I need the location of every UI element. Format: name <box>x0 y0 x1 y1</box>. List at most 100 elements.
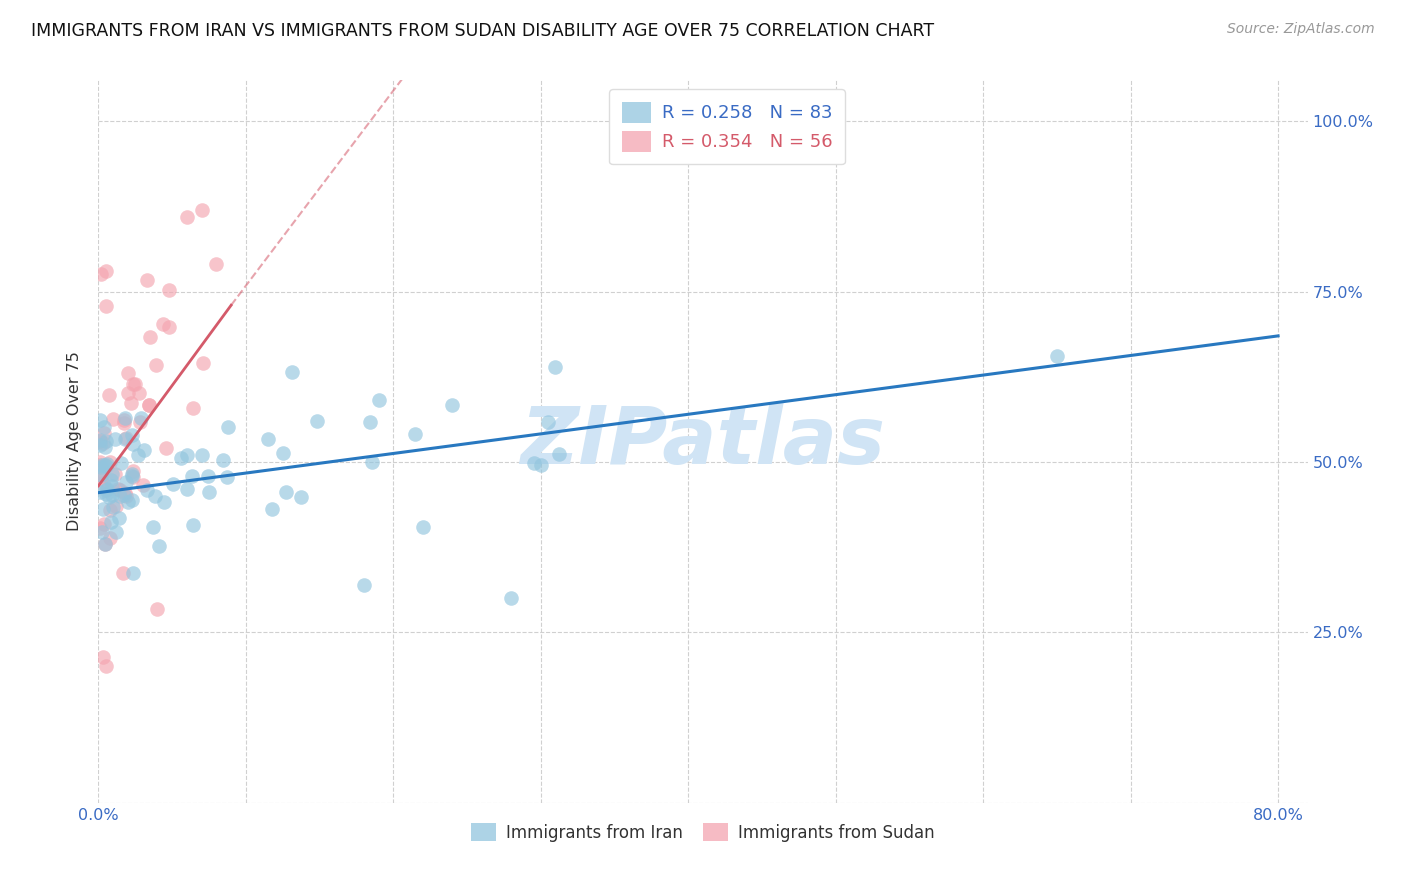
Point <box>170 451 193 466</box>
Point <box>96 487 118 501</box>
Point <box>94 264 117 278</box>
Point <box>117 367 139 381</box>
Point <box>104 467 127 481</box>
Y-axis label: Disability Age Over 75: Disability Age Over 75 <box>67 351 83 532</box>
Point <box>96 458 118 472</box>
Point <box>94 483 117 498</box>
Point <box>91 435 114 450</box>
Point <box>181 468 204 483</box>
Point <box>139 329 162 343</box>
Point <box>121 467 143 482</box>
Point <box>89 413 111 427</box>
Point <box>176 482 198 496</box>
Text: Source: ZipAtlas.com: Source: ZipAtlas.com <box>1227 22 1375 37</box>
Point <box>93 425 115 440</box>
Point <box>108 489 131 503</box>
Point <box>122 470 145 484</box>
Text: ZIPatlas: ZIPatlas <box>520 402 886 481</box>
Point <box>91 501 114 516</box>
Point <box>155 442 177 456</box>
Point <box>129 411 152 425</box>
Point <box>110 456 132 470</box>
Point <box>98 503 121 517</box>
Point <box>90 267 112 281</box>
Point <box>114 486 136 500</box>
Point <box>90 472 112 486</box>
Point <box>501 591 523 606</box>
Point <box>89 458 111 472</box>
Point <box>112 487 135 501</box>
Point <box>104 432 127 446</box>
Point <box>121 493 143 508</box>
Point <box>523 456 546 470</box>
Point <box>181 401 204 415</box>
Point <box>122 437 145 451</box>
Point <box>128 386 150 401</box>
Point <box>93 516 115 531</box>
Point <box>98 531 121 545</box>
Point <box>101 412 124 426</box>
Point <box>157 319 180 334</box>
Point <box>198 484 221 499</box>
Point <box>108 483 131 497</box>
Point <box>101 478 124 492</box>
Point <box>132 443 155 458</box>
Point <box>108 511 131 525</box>
Point <box>94 537 117 551</box>
Point <box>89 484 111 499</box>
Point <box>122 377 145 392</box>
Point <box>101 500 124 515</box>
Point <box>152 317 174 331</box>
Point <box>115 475 138 490</box>
Point <box>94 458 117 473</box>
Point <box>121 464 143 478</box>
Point <box>94 299 117 313</box>
Point <box>281 365 304 379</box>
Point <box>94 440 117 454</box>
Point <box>544 360 567 375</box>
Point <box>89 433 111 447</box>
Point <box>162 476 184 491</box>
Point <box>94 434 117 449</box>
Point <box>89 434 111 449</box>
Point <box>127 448 149 462</box>
Point <box>117 494 139 508</box>
Point <box>159 284 181 298</box>
Point <box>89 455 111 469</box>
Point <box>138 398 160 412</box>
Point <box>90 469 112 483</box>
Point <box>274 485 297 500</box>
Point <box>548 446 571 460</box>
Point <box>115 431 138 445</box>
Point <box>1046 349 1069 363</box>
Point <box>197 469 219 483</box>
Point <box>122 566 145 580</box>
Point <box>93 650 115 665</box>
Point <box>98 491 121 505</box>
Point <box>404 427 426 442</box>
Point <box>98 455 121 469</box>
Point <box>138 398 160 412</box>
Point <box>136 483 159 497</box>
Point <box>353 577 375 591</box>
Point <box>90 524 112 539</box>
Point <box>146 602 169 616</box>
Point <box>89 437 111 451</box>
Point <box>91 476 114 491</box>
Point <box>181 518 204 533</box>
Point <box>361 455 384 469</box>
Legend: Immigrants from Iran, Immigrants from Sudan: Immigrants from Iran, Immigrants from Su… <box>464 817 942 848</box>
Point <box>441 398 464 412</box>
Point <box>90 468 112 483</box>
Point <box>193 356 215 370</box>
Point <box>100 515 122 529</box>
Point <box>128 415 150 429</box>
Point <box>96 483 118 497</box>
Point <box>124 377 146 392</box>
Point <box>91 458 114 472</box>
Point <box>530 458 553 473</box>
Point <box>145 358 167 372</box>
Point <box>120 395 142 409</box>
Point <box>105 500 128 514</box>
Point <box>101 488 124 502</box>
